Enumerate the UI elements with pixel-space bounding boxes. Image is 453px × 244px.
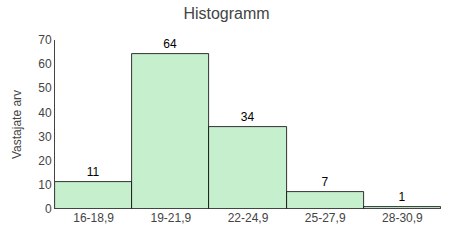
svg-text:1: 1 [399, 190, 406, 204]
svg-text:0: 0 [45, 202, 52, 216]
svg-text:19-21,9: 19-21,9 [150, 211, 191, 225]
svg-text:50: 50 [38, 81, 52, 95]
svg-text:11: 11 [87, 165, 100, 179]
svg-text:20: 20 [38, 154, 52, 168]
svg-text:16-18,9: 16-18,9 [73, 211, 114, 225]
svg-text:30: 30 [38, 130, 52, 144]
svg-text:34: 34 [241, 110, 255, 124]
svg-text:Histogramm: Histogramm [183, 5, 269, 22]
svg-text:Vastajate arv: Vastajate arv [10, 90, 24, 159]
svg-text:70: 70 [38, 33, 52, 47]
svg-text:28-30,9: 28-30,9 [382, 211, 423, 225]
svg-text:25-27,9: 25-27,9 [305, 211, 346, 225]
svg-text:40: 40 [38, 106, 52, 120]
svg-text:7: 7 [322, 175, 329, 189]
svg-text:22-24,9: 22-24,9 [228, 211, 269, 225]
svg-text:64: 64 [163, 37, 177, 51]
svg-text:60: 60 [38, 57, 52, 71]
svg-text:10: 10 [38, 178, 52, 192]
